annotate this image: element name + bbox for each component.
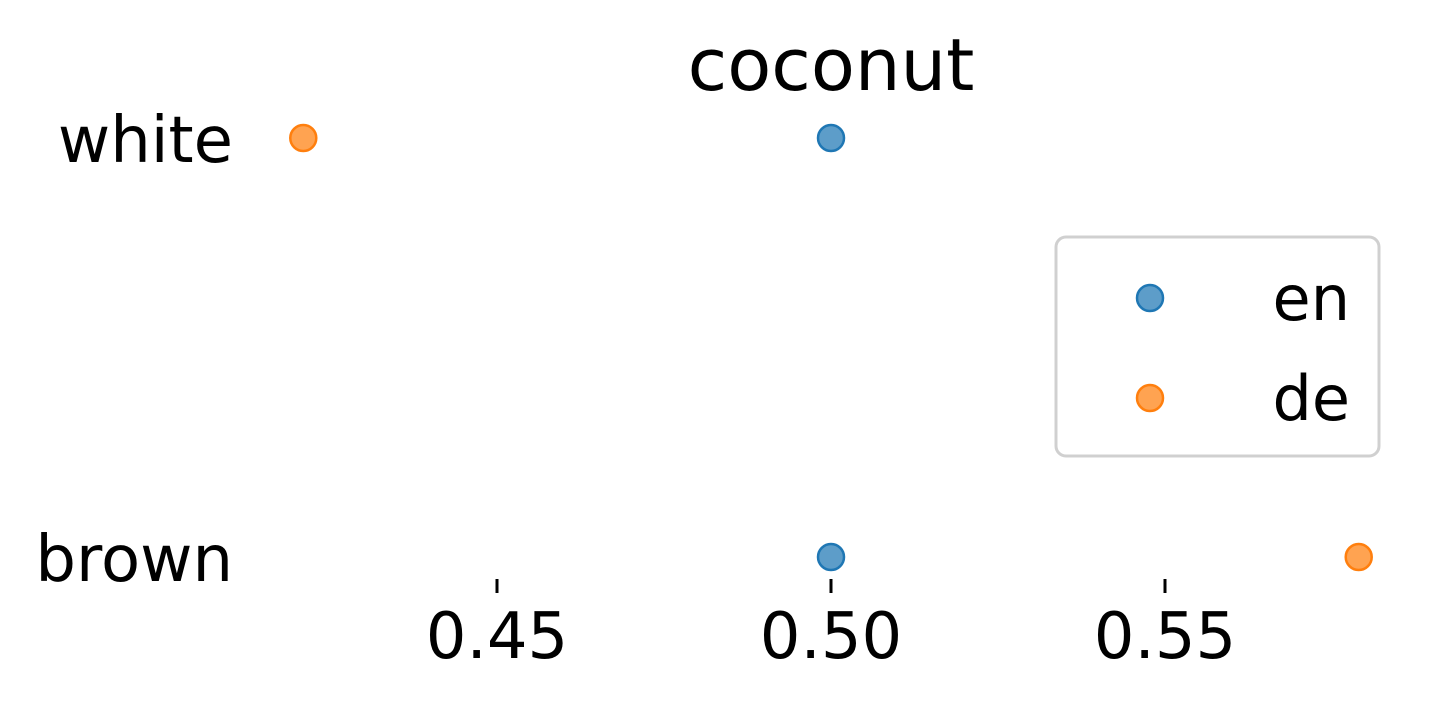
y-axis-labels: white brown [35,104,233,597]
y-tick-label-white: white [58,104,233,178]
point-en-brown [816,542,846,572]
x-tick-label: 0.50 [760,600,903,674]
y-tick-label-brown: brown [35,523,233,597]
legend-label-de: de [1273,362,1351,435]
x-tick-label: 0.55 [1094,600,1237,674]
legend-items: en de [1135,262,1351,435]
point-de-brown [1344,542,1373,572]
data-points [289,123,1373,572]
legend-label-en: en [1273,262,1350,335]
x-axis: 0.45 0.50 0.55 [426,579,1237,674]
point-en-white [816,123,846,153]
chart-title: coconut [688,23,975,107]
point-de-white [289,123,318,153]
x-tick-label: 0.45 [426,600,569,674]
legend: en de [1054,235,1381,458]
legend-marker-en [1135,283,1165,313]
legend-marker-de [1135,383,1165,413]
